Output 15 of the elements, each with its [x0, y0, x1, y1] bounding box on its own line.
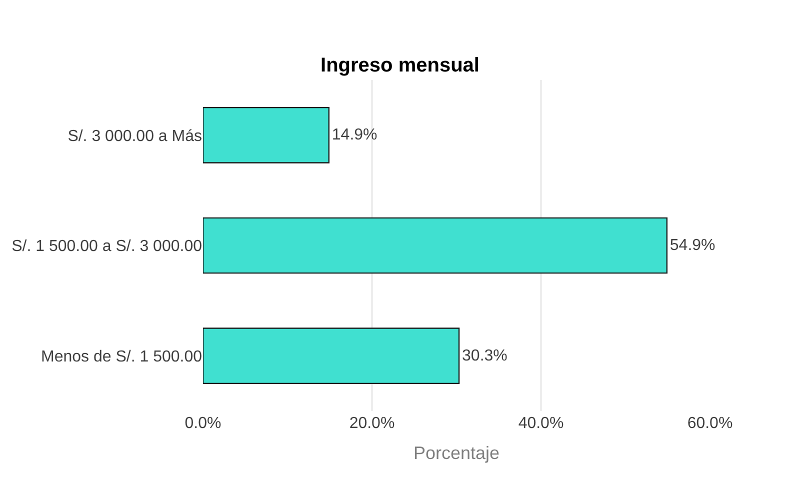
- chart-title: Ingreso mensual: [320, 54, 480, 77]
- data-label: 30.3%: [462, 347, 508, 364]
- x-tick-label: 0.0%: [184, 415, 222, 432]
- y-tick-label: Menos de S/. 1 500.00: [41, 348, 202, 366]
- x-tick-label: 20.0%: [349, 415, 395, 432]
- bar: [203, 106, 330, 164]
- bar: [203, 328, 460, 384]
- x-axis-title: Porcentaje: [413, 443, 500, 464]
- x-tick-label: 60.0%: [687, 415, 733, 432]
- y-tick-label: S/. 3 000.00 a Más: [68, 128, 202, 145]
- data-label: 54.9%: [670, 237, 716, 254]
- bar: [203, 217, 668, 274]
- x-tick-label: 40.0%: [518, 415, 564, 432]
- y-tick-label: S/. 1 500.00 a S/. 3 000.00: [12, 238, 202, 256]
- data-label: 14.9%: [332, 126, 378, 144]
